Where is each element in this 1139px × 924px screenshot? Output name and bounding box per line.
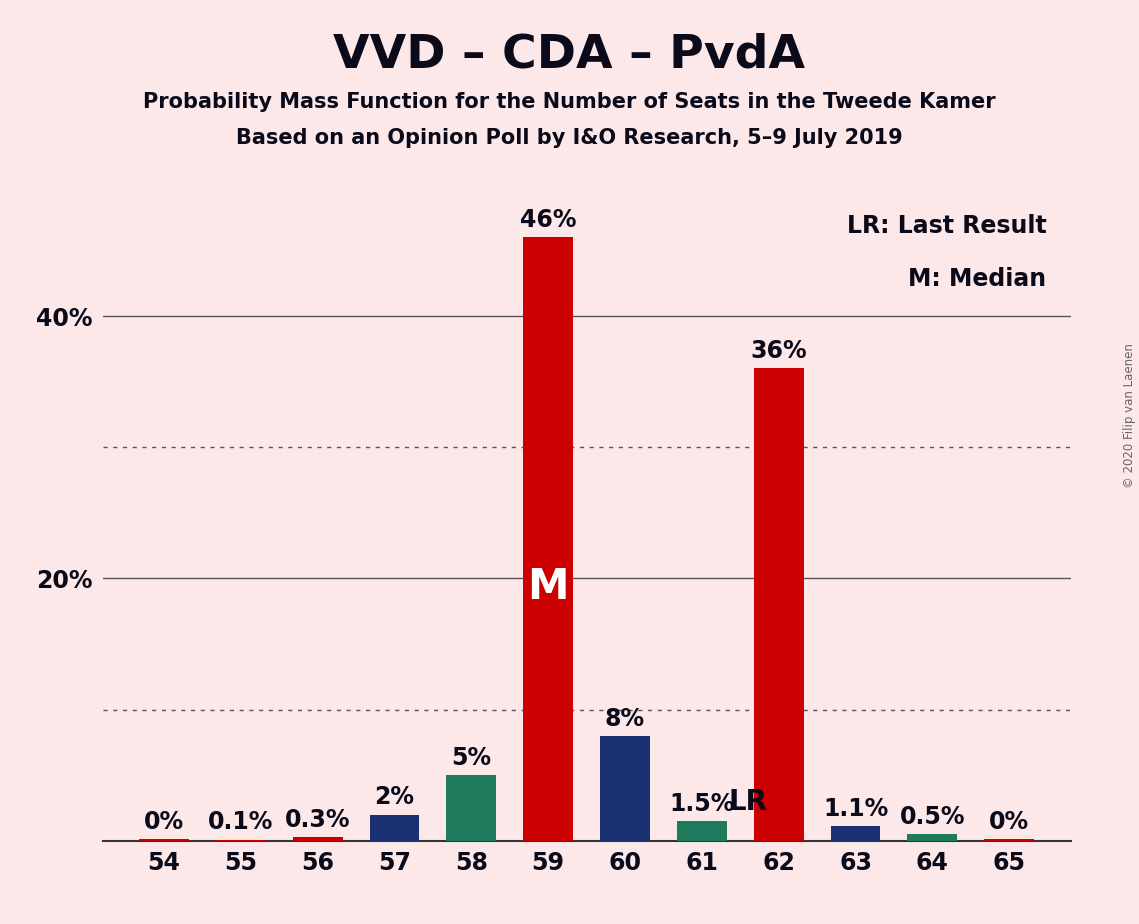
- Bar: [984, 839, 1034, 841]
- Text: 0.5%: 0.5%: [900, 805, 965, 829]
- Bar: [369, 815, 419, 841]
- Bar: [754, 369, 804, 841]
- Text: 0%: 0%: [989, 810, 1030, 834]
- Bar: [216, 840, 265, 841]
- Text: M: M: [527, 566, 568, 608]
- Text: 5%: 5%: [451, 746, 491, 770]
- Text: © 2020 Filip van Laenen: © 2020 Filip van Laenen: [1123, 344, 1137, 488]
- Text: M: Median: M: Median: [908, 267, 1047, 291]
- Bar: [523, 237, 573, 841]
- Text: 0%: 0%: [144, 810, 185, 834]
- Bar: [446, 775, 497, 841]
- Text: 0.3%: 0.3%: [285, 808, 351, 832]
- Text: 8%: 8%: [605, 707, 645, 731]
- Text: VVD – CDA – PvdA: VVD – CDA – PvdA: [334, 32, 805, 78]
- Text: Based on an Opinion Poll by I&O Research, 5–9 July 2019: Based on an Opinion Poll by I&O Research…: [236, 128, 903, 148]
- Text: LR: LR: [729, 788, 768, 816]
- Text: 36%: 36%: [751, 339, 808, 363]
- Text: 0.1%: 0.1%: [208, 810, 273, 834]
- Bar: [293, 837, 343, 841]
- Text: LR: Last Result: LR: Last Result: [846, 214, 1047, 238]
- Bar: [830, 826, 880, 841]
- Text: 46%: 46%: [519, 208, 576, 232]
- Bar: [908, 834, 957, 841]
- Text: Probability Mass Function for the Number of Seats in the Tweede Kamer: Probability Mass Function for the Number…: [144, 92, 995, 113]
- Text: 1.1%: 1.1%: [822, 797, 888, 821]
- Bar: [139, 839, 189, 841]
- Text: 2%: 2%: [375, 785, 415, 809]
- Bar: [677, 821, 727, 841]
- Bar: [600, 736, 650, 841]
- Text: 1.5%: 1.5%: [669, 792, 735, 816]
